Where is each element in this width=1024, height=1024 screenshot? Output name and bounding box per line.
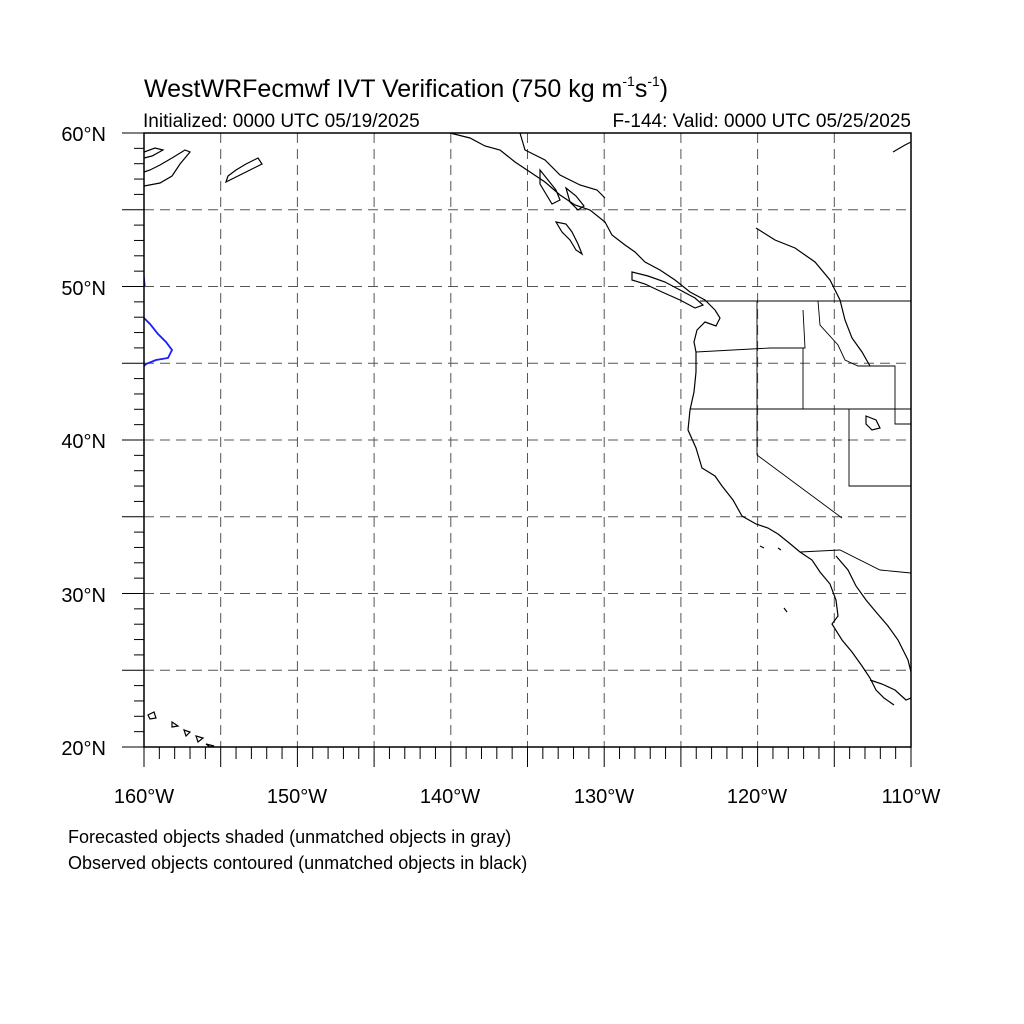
alaska-coast <box>144 149 191 187</box>
kodiak-island <box>224 157 263 184</box>
mexico-coast <box>869 679 911 701</box>
lat-label-30: 30°N <box>61 585 106 607</box>
political-borders <box>690 300 911 574</box>
graticule-grid <box>144 133 911 747</box>
chart-title: WestWRFecmwf IVT Verification (750 kg m-… <box>144 73 669 103</box>
washington-oregon-border <box>695 309 806 353</box>
california-nevada-border <box>756 301 843 519</box>
lon-label-110w: 110°W <box>881 786 941 808</box>
valid-time-label: F-144: Valid: 0000 UTC 05/25/2025 <box>612 111 911 132</box>
alaska-south-coast <box>449 133 716 311</box>
haida-gwaii <box>554 221 584 256</box>
canada-river <box>755 227 871 367</box>
alexander-archipelago <box>539 168 585 211</box>
lon-label-140w: 140°W <box>419 786 481 808</box>
observed-note: Observed objects contoured (unmatched ob… <box>68 853 528 873</box>
forecast-note: Forecasted objects shaded (unmatched obj… <box>68 827 512 847</box>
lon-label-120w: 120°W <box>726 786 788 808</box>
idaho-montana-border <box>817 300 911 425</box>
lat-label-60: 60°N <box>61 124 106 146</box>
lat-label-40: 40°N <box>61 431 106 453</box>
vancouver-island <box>631 271 705 309</box>
observed-ivt-contour <box>144 317 174 367</box>
axis-ticks <box>122 132 912 767</box>
lat-label-20: 20°N <box>61 738 106 760</box>
lon-label-130w: 130°W <box>573 786 635 808</box>
plot-frame <box>143 132 912 748</box>
ne-corner-coast <box>892 141 911 153</box>
lon-label-160w: 160°W <box>113 786 175 808</box>
coastlines <box>144 133 911 747</box>
gulf-of-california <box>835 555 911 673</box>
hawaii-islands <box>147 711 215 747</box>
lon-label-150w: 150°W <box>266 786 328 808</box>
us-mexico-border <box>799 549 911 574</box>
initialized-label: Initialized: 0000 UTC 05/19/2025 <box>143 111 420 132</box>
lat-label-50: 50°N <box>61 278 106 300</box>
alaska-coast-2 <box>144 147 165 159</box>
great-salt-lake <box>865 415 881 431</box>
nevada-utah-border <box>848 409 911 487</box>
us-west-coast <box>687 309 895 706</box>
baja-islands <box>759 545 788 613</box>
alaska-border <box>519 133 606 199</box>
